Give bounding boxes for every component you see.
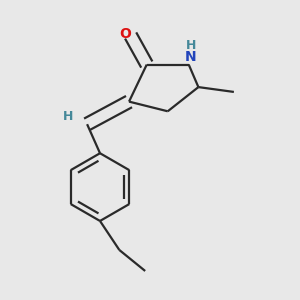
Text: O: O	[119, 27, 131, 41]
Text: H: H	[186, 39, 196, 52]
Text: N: N	[184, 50, 196, 64]
Text: H: H	[63, 110, 73, 123]
